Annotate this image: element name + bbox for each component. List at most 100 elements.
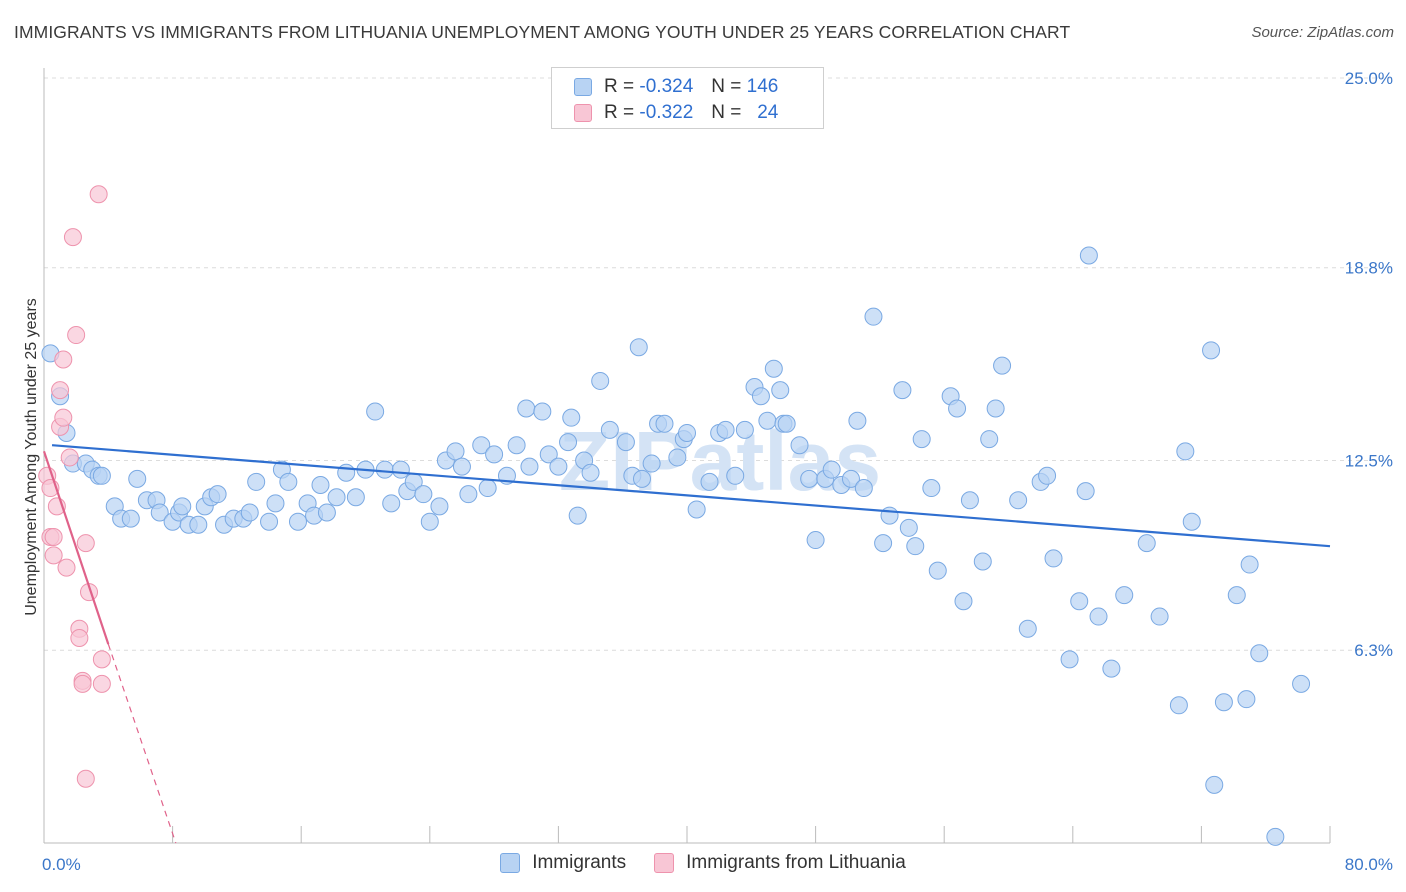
point-immigrants [700,472,719,491]
point-immigrants [1202,341,1221,360]
bottom-legend-label-immigrants: Immigrants [532,852,627,873]
bottom-legend-label-lithuania: Immigrants from Lithuania [686,852,906,873]
point-immigrants [539,445,558,464]
legend-n-label: N = [711,102,742,123]
y-axis-label: Unemployment Among Youth under 25 years [23,298,40,616]
x-tick-label: 80.0% [1345,855,1393,874]
point-immigrants [1214,693,1233,712]
point-immigrants [973,552,992,571]
y-tick-label: 6.3% [1354,641,1393,660]
legend-swatch-lithuania [574,104,592,122]
point-immigrants [1150,607,1169,626]
point-immigrants [806,531,825,550]
point-immigrants [549,457,568,476]
point-immigrants [562,408,581,427]
point-immigrants [848,411,867,430]
point-immigrants [771,381,790,400]
point-lithuania [54,408,73,427]
point-lithuania [89,185,108,204]
point-lithuania [70,628,89,647]
point-immigrants [189,515,208,534]
point-immigrants [581,463,600,482]
point-immigrants [854,479,873,498]
point-lithuania [44,546,63,565]
legend-r-value-immigrants: -0.324 [639,76,694,97]
point-immigrants [1060,650,1079,669]
trend-line-immigrants [51,444,1331,548]
point-immigrants [1102,659,1121,678]
trend-line-dashed-lithuania [107,643,177,844]
point-immigrants [507,436,526,455]
point-lithuania [63,228,82,247]
bottom-legend: Immigrants Immigrants from Lithuania [0,852,1406,874]
point-immigrants [1009,491,1028,510]
point-immigrants [121,509,140,528]
point-immigrants [533,402,552,421]
point-immigrants [1038,466,1057,485]
point-immigrants [716,420,735,439]
point-immigrants [240,503,259,522]
point-immigrants [632,469,651,488]
point-immigrants [1076,482,1095,501]
point-immigrants [472,436,491,455]
point-immigrants [751,387,770,406]
legend-row-immigrants: R = -0.324 N = 146 [574,75,778,99]
point-immigrants [906,537,925,556]
point-immigrants [687,500,706,519]
point-immigrants [1240,555,1259,574]
grid-lines [44,77,1394,651]
point-immigrants [928,561,947,580]
point-immigrants [880,506,899,525]
point-immigrants [391,460,410,479]
y-tick-label: 12.5% [1345,452,1393,471]
point-immigrants [986,399,1005,418]
point-immigrants [954,592,973,611]
point-immigrants [568,506,587,525]
point-immigrants [1227,586,1246,605]
point-immigrants [317,503,336,522]
point-immigrants [414,485,433,504]
point-immigrants [1169,696,1188,715]
source-credit: Source: ZipAtlas.com [1251,24,1394,41]
point-immigrants [128,469,147,488]
point-immigrants [430,497,449,516]
point-immigrants [150,503,169,522]
legend-n-value-immigrants: 146 [746,76,779,97]
point-lithuania [92,650,111,669]
point-lithuania [76,769,95,788]
point-immigrants [452,457,471,476]
point-immigrants [459,485,478,504]
point-lithuania [51,381,70,400]
bottom-legend-lithuania: Immigrants from Lithuania [654,852,906,874]
series-lithuania [38,185,111,788]
bottom-legend-swatch-lithuania [654,853,675,873]
point-immigrants [288,512,307,531]
point-immigrants [758,411,777,430]
point-immigrants [327,488,346,507]
point-immigrants [899,518,918,537]
tick-labels: 6.3% 12.5% 18.8% 25.0% 0.0% 80.0% [42,69,1393,874]
point-lithuania [60,448,79,467]
legend-r-label: R = [604,102,635,123]
point-immigrants [893,381,912,400]
point-immigrants [980,430,999,449]
point-lithuania [67,326,86,345]
point-immigrants [1250,644,1269,663]
point-immigrants [948,399,967,418]
point-immigrants [92,466,111,485]
point-immigrants [1044,549,1063,568]
point-immigrants [173,497,192,516]
point-immigrants [655,414,674,433]
bottom-legend-immigrants: Immigrants [500,852,626,874]
point-immigrants [208,485,227,504]
point-immigrants [517,399,536,418]
point-immigrants [478,479,497,498]
point-immigrants [1137,534,1156,553]
point-immigrants [790,436,809,455]
point-immigrants [993,356,1012,375]
y-tick-label: 18.8% [1345,259,1393,278]
point-immigrants [616,433,635,452]
point-immigrants [600,420,619,439]
point-immigrants [1070,592,1089,611]
